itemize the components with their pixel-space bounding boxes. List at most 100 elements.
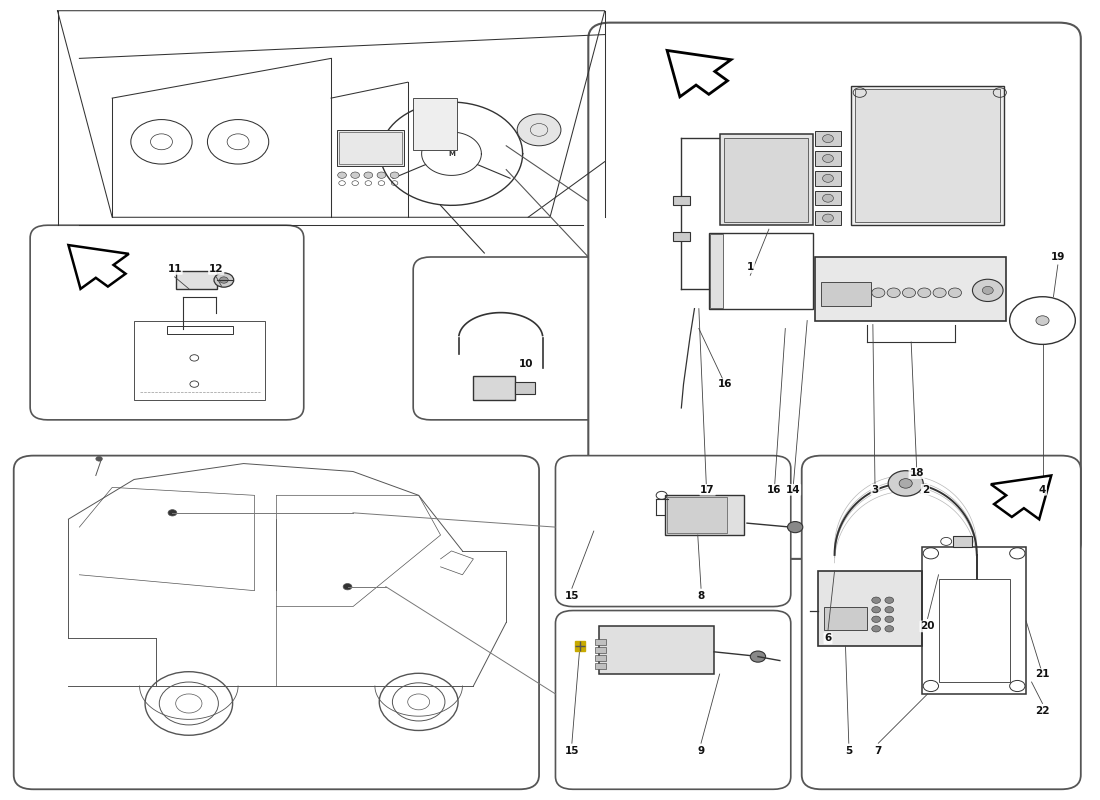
Circle shape [888,470,923,496]
Circle shape [917,288,931,298]
Circle shape [884,597,893,603]
Text: 20: 20 [921,622,935,631]
Bar [176,271,218,289]
Circle shape [972,279,1003,302]
Bar [815,131,842,146]
Circle shape [343,583,352,590]
Text: 12: 12 [209,264,223,274]
Bar [815,191,842,206]
Bar [167,326,232,334]
Circle shape [823,174,834,182]
Text: 7: 7 [874,746,882,756]
Text: 1: 1 [747,262,754,272]
Bar [856,90,1000,222]
Text: 3: 3 [871,485,879,494]
Text: 10: 10 [519,359,534,370]
Text: 14: 14 [785,485,801,494]
Circle shape [872,597,880,603]
Text: M: M [448,150,455,157]
Bar [724,138,808,222]
Text: 15: 15 [564,746,579,756]
Circle shape [823,194,834,202]
Circle shape [338,172,346,178]
Circle shape [887,288,900,298]
Circle shape [823,134,834,142]
Polygon shape [667,50,732,97]
Circle shape [823,154,834,162]
Circle shape [1036,316,1049,326]
Text: 18: 18 [910,468,924,478]
Bar [672,231,690,241]
Circle shape [214,273,233,287]
Circle shape [168,510,177,516]
Bar [337,130,405,166]
Text: 11: 11 [167,264,182,274]
Polygon shape [991,475,1052,519]
Text: 6: 6 [824,634,832,643]
Text: 16: 16 [767,485,782,494]
Text: europ: europ [703,302,879,434]
Bar [922,547,1026,694]
FancyBboxPatch shape [802,456,1081,790]
Bar [667,497,727,534]
Bar [515,382,535,394]
Bar [134,321,265,400]
Circle shape [872,606,880,613]
Bar [664,495,744,535]
FancyBboxPatch shape [414,257,605,420]
Text: 5: 5 [845,746,853,756]
Bar [815,151,842,166]
Bar [600,626,714,674]
Bar [815,257,1006,321]
Circle shape [377,172,386,178]
FancyBboxPatch shape [13,456,539,790]
Circle shape [750,651,766,662]
Circle shape [982,286,993,294]
Text: 2: 2 [922,485,930,494]
Bar [822,282,871,306]
Circle shape [872,288,884,298]
Bar [824,606,868,630]
Circle shape [933,288,946,298]
Text: 17: 17 [701,485,715,494]
Circle shape [884,616,893,622]
Bar [414,98,456,150]
Circle shape [364,172,373,178]
Text: 15: 15 [564,591,579,602]
Circle shape [1010,297,1076,344]
Bar [719,134,813,226]
Text: a passion for parts since1985: a passion for parts since1985 [636,394,858,533]
Text: 16: 16 [718,379,733,389]
Text: 4: 4 [1038,485,1046,494]
Text: 19: 19 [1050,252,1065,262]
Bar [473,376,515,400]
Circle shape [884,606,893,613]
Circle shape [872,616,880,622]
Circle shape [823,214,834,222]
Circle shape [899,478,912,488]
Text: 9: 9 [697,746,705,756]
Bar [595,655,606,661]
Bar [339,132,403,164]
Bar [672,196,690,206]
Text: 8: 8 [697,591,705,602]
Bar [815,211,842,226]
FancyBboxPatch shape [556,610,791,790]
Bar [815,171,842,186]
Bar [708,233,813,309]
FancyBboxPatch shape [556,456,791,606]
FancyBboxPatch shape [588,22,1081,559]
Bar [595,647,606,653]
Circle shape [517,114,561,146]
Bar [938,578,1010,682]
Text: 22: 22 [1035,706,1049,717]
Bar [851,86,1004,226]
Circle shape [351,172,360,178]
FancyBboxPatch shape [30,226,304,420]
Circle shape [788,522,803,533]
Bar [953,536,972,547]
Text: 21: 21 [1035,669,1049,679]
Bar [595,639,606,645]
Circle shape [220,277,228,283]
Bar [818,571,922,646]
